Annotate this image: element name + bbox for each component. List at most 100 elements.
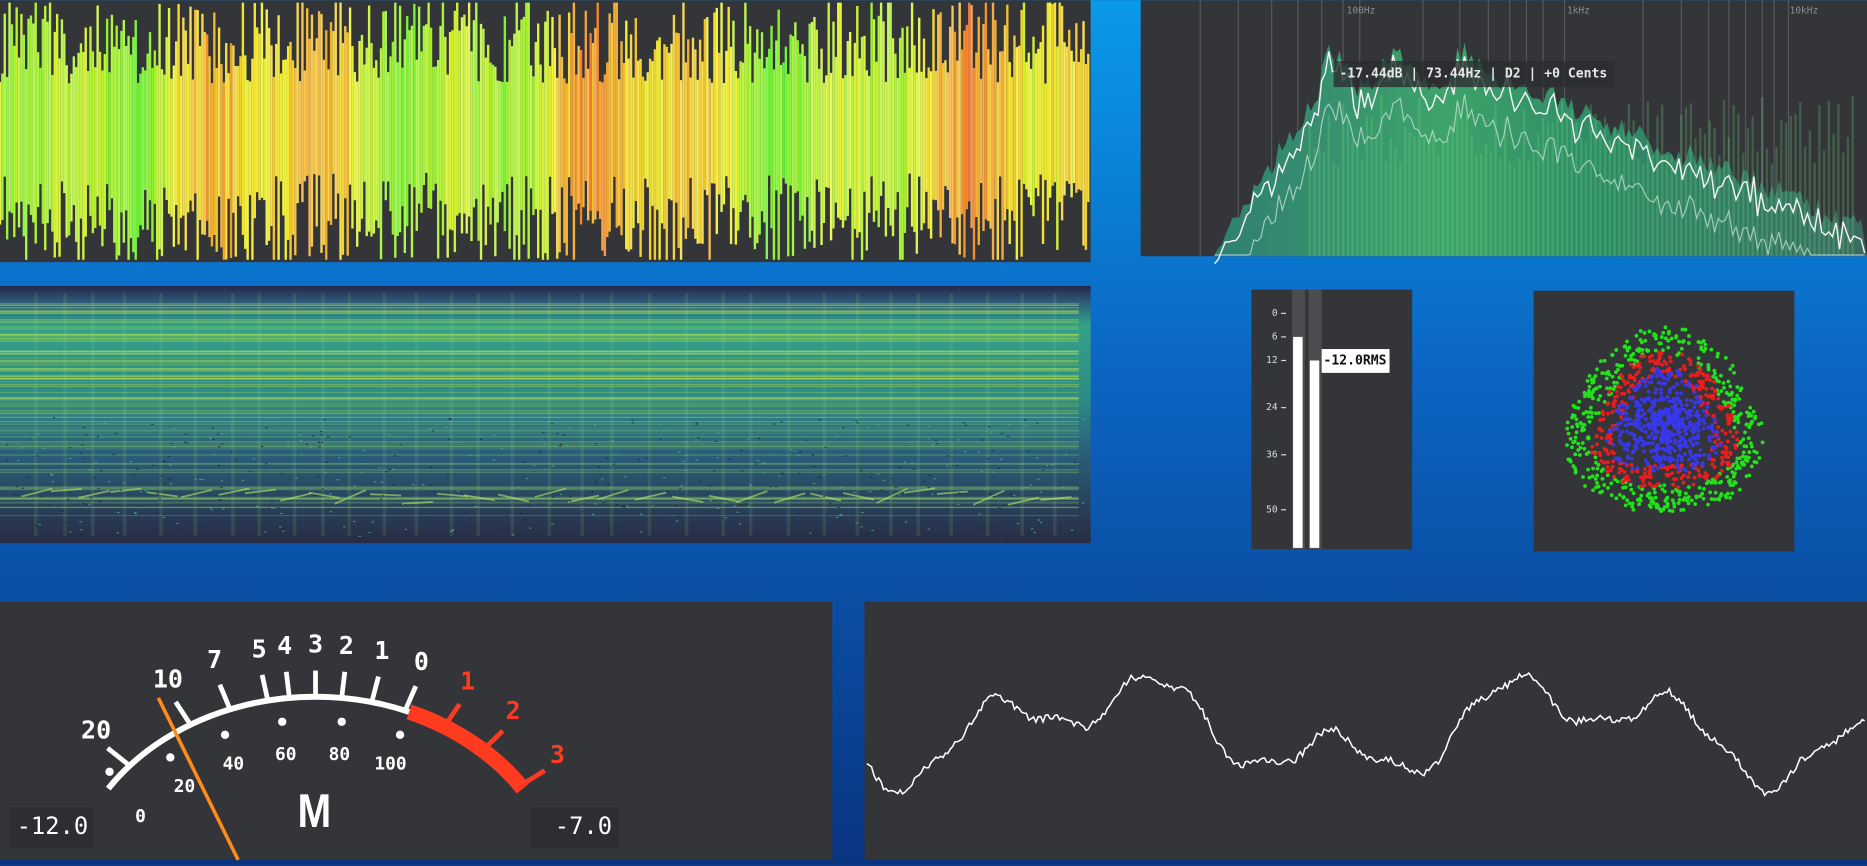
spectrogram-speck [1030, 528, 1034, 530]
goniometer-dot [1605, 465, 1610, 470]
spectrogram-speck [798, 472, 801, 474]
goniometer-dot [1663, 448, 1668, 453]
goniometer-dot [1704, 386, 1709, 391]
goniometer-dot [1668, 450, 1672, 455]
spectrogram-speck [856, 422, 859, 424]
spectrogram-speck [176, 522, 179, 525]
spectrogram-speck [844, 455, 848, 457]
spectrogram-speck [659, 438, 662, 440]
goniometer-dot [1656, 350, 1661, 355]
spectrogram-speck [761, 471, 765, 474]
goniometer-dot [1651, 415, 1656, 420]
goniometer-dot [1730, 491, 1735, 496]
goniometer-dot [1748, 405, 1753, 410]
goniometer-dot [1668, 455, 1672, 460]
spectrogram-speck [64, 521, 68, 524]
goniometer-dot [1642, 449, 1647, 454]
goniometer-dot [1702, 421, 1707, 426]
spectrogram-speck [876, 473, 880, 475]
goniometer-dot [1731, 483, 1736, 487]
spectrogram-speck [921, 486, 925, 488]
goniometer-dot [1622, 410, 1627, 415]
goniometer-dot [1643, 378, 1648, 382]
goniometer-dot [1696, 413, 1701, 418]
goniometer-dot [1587, 475, 1592, 480]
goniometer-dot [1678, 489, 1682, 494]
goniometer-dot [1728, 384, 1733, 389]
goniometer-dot [1735, 437, 1740, 442]
goniometer-dot [1664, 362, 1669, 366]
spectrogram-speck [78, 481, 82, 483]
goniometer-dot [1638, 382, 1643, 387]
goniometer-dot [1737, 487, 1742, 492]
goniometer-dot [1640, 348, 1645, 352]
spectrogram-speck [103, 422, 106, 424]
spectrogram-speck [183, 441, 187, 443]
goniometer-dot [1716, 405, 1721, 409]
spectrogram-speck [692, 525, 696, 527]
goniometer-dot [1687, 380, 1692, 385]
goniometer-dot [1662, 424, 1667, 429]
goniometer-dot [1620, 400, 1624, 404]
goniometer-dot [1667, 374, 1672, 379]
spectrogram-speck [957, 439, 960, 441]
goniometer-dot [1643, 458, 1648, 463]
goniometer-dot [1598, 418, 1603, 422]
spectrogram-speck [48, 504, 51, 506]
spectrogram-speck [713, 470, 716, 472]
goniometer-dot [1753, 414, 1758, 419]
goniometer-dot [1698, 448, 1703, 452]
spectrogram-speck [429, 466, 433, 468]
goniometer-dot [1638, 498, 1643, 503]
goniometer-dot [1706, 456, 1711, 461]
goniometer-dot [1703, 342, 1708, 347]
goniometer-dot [1644, 474, 1648, 479]
spectrogram-speck [150, 487, 154, 489]
goniometer-dot [1621, 403, 1626, 407]
goniometer-dot [1719, 455, 1724, 460]
goniometer-dot [1726, 491, 1730, 496]
goniometer-dot [1625, 498, 1630, 503]
spectrogram-speck [517, 486, 520, 489]
goniometer-dot [1733, 443, 1738, 448]
spectrogram-speck [230, 451, 233, 453]
spectrogram-speck [166, 477, 170, 480]
spectrogram-speck [773, 423, 776, 425]
goniometer-dot [1680, 435, 1685, 440]
goniometer-dot [1704, 413, 1709, 418]
goniometer-dot [1626, 422, 1631, 427]
spectrogram-speck [84, 434, 88, 436]
goniometer-dot [1651, 464, 1656, 469]
spectrogram-speck [1037, 478, 1040, 480]
goniometer-dot [1627, 345, 1632, 350]
goniometer-dot [1720, 459, 1725, 464]
goniometer-dot [1731, 434, 1735, 439]
spectrogram-speck [79, 452, 82, 454]
goniometer-dot [1585, 436, 1590, 440]
goniometer-dot [1736, 413, 1741, 418]
spectrogram-speck [479, 438, 483, 440]
spectrogram-speck [679, 487, 682, 490]
spectrogram-speck [216, 433, 219, 435]
goniometer-dot [1587, 419, 1592, 424]
meter-tick-label: 6 [1272, 331, 1278, 342]
goniometer-dot [1710, 429, 1715, 434]
goniometer-dot [1606, 486, 1610, 490]
goniometer-dot [1648, 475, 1653, 480]
goniometer-dot [1619, 415, 1623, 420]
spectrogram-speck [305, 443, 309, 445]
goniometer-dot [1636, 370, 1641, 374]
spectrogram-speck [615, 503, 618, 506]
spectrogram-speck [519, 512, 523, 515]
goniometer-dot [1701, 486, 1706, 491]
spectrogram-speck [829, 502, 832, 504]
spectrogram-speck [927, 425, 930, 428]
spectrogram-speck [49, 473, 53, 475]
spectrogram-speck [964, 424, 968, 426]
spectrogram-speck [566, 445, 569, 447]
spectrogram-speck [724, 517, 728, 519]
goniometer-dot [1693, 373, 1697, 378]
goniometer-dot [1614, 389, 1619, 394]
spectrogram-speck [265, 426, 268, 429]
goniometer-dot [1638, 435, 1643, 440]
